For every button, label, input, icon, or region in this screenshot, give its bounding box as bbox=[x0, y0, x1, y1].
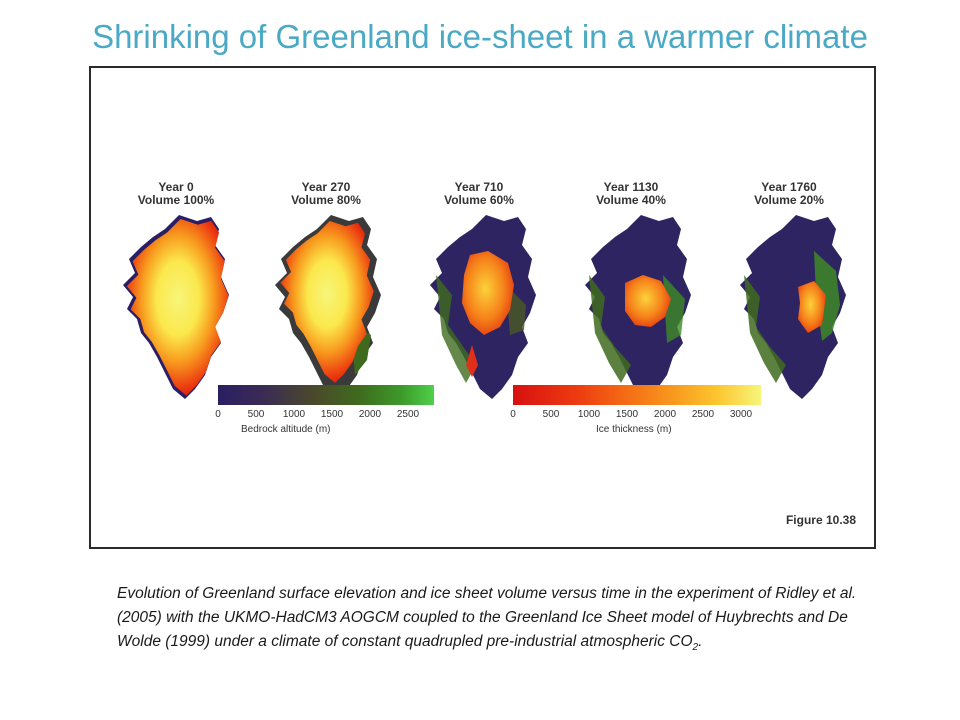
panel-year: Year 1130 bbox=[603, 180, 659, 194]
panel-label-4: Year 1130 Volume 40% bbox=[556, 181, 706, 207]
panel-label-1: Year 0 Volume 100% bbox=[101, 181, 251, 207]
scale-tick: 2000 bbox=[358, 409, 382, 420]
greenland-maps bbox=[123, 215, 846, 405]
panel-label-3: Year 710 Volume 60% bbox=[404, 181, 554, 207]
scale-tick: 2500 bbox=[396, 409, 420, 420]
bedrock-scale-title: Bedrock altitude (m) bbox=[241, 424, 331, 435]
scale-tick: 1000 bbox=[282, 409, 306, 420]
figure-frame: Year 0 Volume 100% Year 270 Volume 80% Y… bbox=[89, 66, 876, 549]
scale-tick: 1000 bbox=[577, 409, 601, 420]
scale-tick: 1500 bbox=[615, 409, 639, 420]
panel-label-2: Year 270 Volume 80% bbox=[251, 181, 401, 207]
ice-scale-title: Ice thickness (m) bbox=[596, 424, 672, 435]
scale-tick: 0 bbox=[510, 409, 516, 420]
scale-tick: 500 bbox=[247, 409, 265, 420]
scale-tick: 2500 bbox=[691, 409, 715, 420]
panel-year: Year 1760 bbox=[761, 180, 817, 194]
figure-caption: Evolution of Greenland surface elevation… bbox=[117, 582, 857, 660]
ice-scale-ticks: 0 500 1000 1500 2000 2500 3000 bbox=[510, 409, 761, 421]
panel-volume: Volume 100% bbox=[137, 193, 215, 207]
figure-number: Figure 10.38 bbox=[785, 513, 856, 527]
panel-year: Year 270 bbox=[301, 180, 351, 194]
greenland-map-year-0 bbox=[123, 215, 229, 399]
scale-tick: 0 bbox=[215, 409, 221, 420]
greenland-map-year-710 bbox=[430, 215, 536, 399]
greenland-map-year-1760 bbox=[740, 215, 846, 399]
panel-volume: Volume 60% bbox=[444, 193, 514, 207]
panel-volume: Volume 80% bbox=[291, 193, 361, 207]
panel-year: Year 0 bbox=[158, 180, 194, 194]
scale-tick: 1500 bbox=[320, 409, 344, 420]
ice-thickness-scale-bar bbox=[513, 385, 761, 405]
panel-label-5: Year 1760 Volume 20% bbox=[714, 181, 864, 207]
panel-year: Year 710 bbox=[454, 180, 504, 194]
panel-volume: Volume 20% bbox=[754, 193, 824, 207]
scale-tick: 500 bbox=[542, 409, 560, 420]
panel-volume: Volume 40% bbox=[596, 193, 666, 207]
slide-title: Shrinking of Greenland ice-sheet in a wa… bbox=[92, 18, 868, 55]
caption-end: . bbox=[698, 633, 703, 650]
bedrock-scale-ticks: 0 500 1000 1500 2000 2500 bbox=[215, 409, 434, 421]
greenland-map-year-270 bbox=[275, 215, 381, 399]
bedrock-scale-bar bbox=[218, 385, 434, 405]
caption-subscript: 2 bbox=[692, 642, 699, 654]
scale-tick: 2000 bbox=[653, 409, 677, 420]
scale-tick: 3000 bbox=[729, 409, 753, 420]
caption-text: Evolution of Greenland surface elevation… bbox=[117, 585, 857, 650]
greenland-map-year-1130 bbox=[585, 215, 691, 399]
